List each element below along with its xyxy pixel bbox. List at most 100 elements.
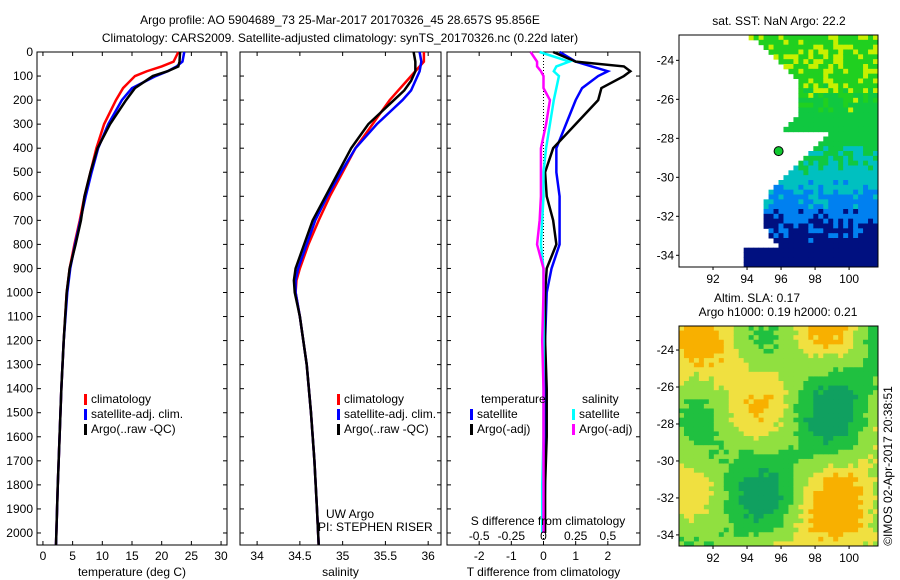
map-cell [743,262,750,268]
map-cell [818,175,824,181]
map-cell [698,523,705,529]
map-cell [703,417,710,423]
map-cell [858,454,864,460]
map-cell [858,59,864,65]
map-cell [873,376,879,382]
map-cell [873,495,879,501]
map-cell [818,353,824,359]
map-cell [873,233,879,239]
map-cell [758,344,765,350]
map-cell [768,381,775,387]
map-cell [833,199,839,205]
map-cell [823,262,829,268]
map-cell [813,527,819,533]
map-cell [823,348,829,354]
map-cell [863,371,869,377]
map-cell [828,83,834,89]
map-cell [783,262,789,268]
map-cell [833,64,839,70]
map-cell [873,348,879,354]
map-cell [823,44,829,50]
map-cell [803,344,809,350]
map-cell [873,242,879,249]
map-cell [848,527,854,533]
map-cell [873,165,879,171]
map-cell [798,238,804,244]
map-cell [823,408,829,414]
map-cell [713,495,720,501]
map-cell [753,523,760,529]
map-cell [748,371,755,377]
map-cell [873,536,879,542]
map-cell [818,527,824,533]
map-cell [753,458,760,464]
map-cell [833,504,839,510]
map-cell [843,523,849,529]
map-cell [838,218,844,224]
map-cell [758,449,765,455]
map-cell [833,184,839,191]
map-cell [679,500,685,506]
map-cell [728,436,735,442]
map-cell [723,403,730,409]
map-cell [798,209,804,215]
map-cell [743,481,750,487]
map-cell [823,509,829,515]
map-cell [693,504,700,510]
map-cell [758,367,765,373]
map-cell [748,348,755,354]
map-cell [843,170,849,176]
map-cell [833,362,839,368]
map-cell [688,445,695,451]
map-cell [763,486,770,492]
map-cell [873,213,879,220]
map-cell [818,238,824,244]
map-cell [683,376,690,382]
y-tick-label: -26 [657,92,675,106]
map-cell [723,536,730,542]
map-cell [708,335,715,341]
map-cell [679,454,685,460]
map-cell [683,426,690,432]
map-cell [788,262,794,268]
map-cell [753,472,760,478]
map-cell [713,518,720,524]
map-cell [843,532,849,538]
map-cell [813,431,819,437]
map-cell [718,413,725,419]
map-cell [803,527,809,533]
map-cell [808,54,814,60]
map-cell [768,209,775,215]
map-cell [783,213,789,220]
map-cell [838,362,844,368]
map-cell [813,399,819,405]
map-cell [803,463,809,469]
map-cell [788,247,794,253]
map-cell [863,403,869,409]
map-cell [798,199,804,205]
map-cell [688,381,695,387]
map-cell [863,353,869,359]
map-cell [683,472,690,478]
map-cell [868,381,874,387]
map-cell [813,486,819,492]
map-cell [828,194,834,200]
map-cell [718,541,725,547]
map-cell [853,141,859,147]
map-cell [768,385,775,391]
map-cell [748,513,755,519]
map-cell [679,408,685,414]
map-cell [708,518,715,524]
map-cell [783,513,789,519]
map-cell [823,527,829,533]
map-cell [768,472,775,478]
map-cell [679,326,685,332]
map-cell [753,431,760,437]
map-cell [803,413,809,419]
map-cell [738,454,745,460]
map-cell [773,532,779,538]
map-cell [848,88,854,94]
map-cell [813,93,819,99]
map-cell [708,532,715,538]
map-cell [773,408,779,414]
